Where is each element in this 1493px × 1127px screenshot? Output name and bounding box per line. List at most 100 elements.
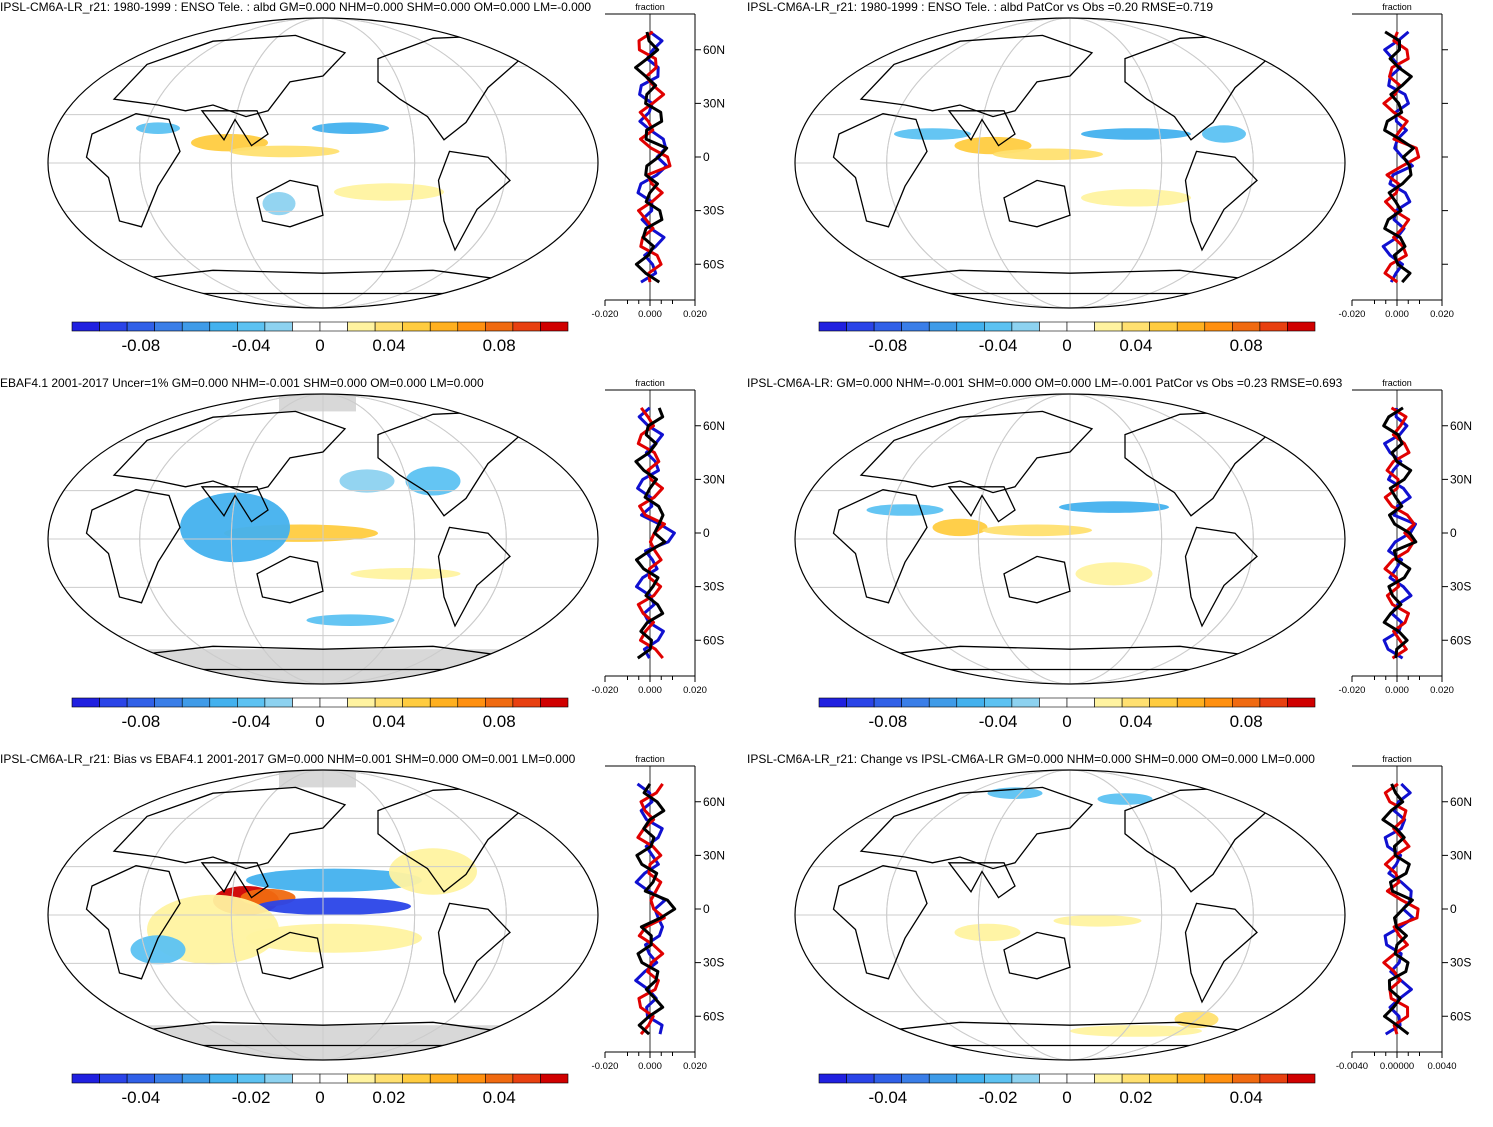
profile-series-line <box>1383 30 1415 284</box>
colorbar-swatch <box>1287 1073 1316 1084</box>
colorbar-label: 0.08 <box>483 336 516 355</box>
colorbar-swatch <box>1149 1073 1178 1084</box>
lat-label: 30S <box>703 580 724 594</box>
profile-tick-label: 0.020 <box>683 309 707 320</box>
colorbar-label: 0.02 <box>372 1088 405 1107</box>
colorbar-swatch <box>1149 697 1178 708</box>
coastline <box>437 150 511 252</box>
colorbar-swatch <box>429 1073 459 1084</box>
anomaly-region <box>894 128 971 140</box>
colorbar-swatch <box>292 697 321 708</box>
colorbar-swatch <box>237 321 266 332</box>
colorbar-swatch <box>154 1073 183 1084</box>
coastline <box>200 862 269 899</box>
colorbar-swatch <box>928 1073 958 1084</box>
colorbar-label: -0.04 <box>232 336 271 355</box>
lat-label: 60S <box>1450 633 1471 647</box>
graticule-lon <box>230 394 416 684</box>
colorbar-swatch <box>402 1073 431 1084</box>
panel-change: IPSL-CM6A-LR_r21: Change vs IPSL-CM6A-LR… <box>747 752 1493 1127</box>
profile-tick-label: 0.000 <box>638 309 662 320</box>
colorbar-swatch <box>984 697 1013 708</box>
graticule-lon <box>230 18 416 308</box>
colorbar-label: -0.08 <box>122 336 161 355</box>
map-border <box>47 769 599 1061</box>
colorbar-swatch <box>292 321 321 332</box>
coastline <box>859 410 1094 494</box>
profile-series-line <box>1381 30 1414 283</box>
colorbar-swatch <box>1011 697 1040 708</box>
colorbar-label: 0.02 <box>1119 1088 1152 1107</box>
colorbar-label: 0.04 <box>1119 712 1152 731</box>
anomaly-region <box>405 466 461 496</box>
colorbar-label: 0.04 <box>372 712 405 731</box>
lat-label: 30S <box>1450 580 1471 594</box>
colorbar-swatch <box>540 321 569 332</box>
colorbar-swatch <box>873 1073 902 1084</box>
coastline <box>134 645 523 671</box>
colorbar-swatch <box>347 321 376 332</box>
profile-tick-label: -0.020 <box>592 685 619 696</box>
colorbar-swatch <box>374 697 403 708</box>
colorbar-swatch <box>1094 321 1123 332</box>
colorbar-swatch <box>1204 1073 1233 1084</box>
panel-bias: IPSL-CM6A-LR_r21: Bias vs EBAF4.1 2001-2… <box>0 752 746 1127</box>
colorbar-swatch <box>1066 1073 1095 1084</box>
colorbar-swatch <box>347 697 376 708</box>
profile-tick-label: 0.000 <box>1385 685 1409 696</box>
colorbar-swatch <box>71 1073 100 1084</box>
colorbar-label: 0 <box>1062 336 1071 355</box>
panel-model-ref: IPSL-CM6A-LR: GM=0.000 NHM=-0.001 SHM=0.… <box>747 376 1493 751</box>
panel-model-enso: IPSL-CM6A-LR_r21: 1980-1999 : ENSO Tele.… <box>0 0 746 375</box>
colorbar-label: -0.08 <box>869 712 908 731</box>
lat-label: 30S <box>703 956 724 970</box>
colorbar-label: 0.04 <box>372 336 405 355</box>
profile-series-line <box>634 407 667 660</box>
coastline <box>85 113 181 228</box>
colorbar-swatch <box>1259 1073 1288 1084</box>
colorbar-label: -0.02 <box>232 1088 271 1107</box>
colorbar-swatch <box>1176 697 1206 708</box>
profile-series-line <box>1382 406 1418 659</box>
colorbar-swatch <box>402 321 431 332</box>
lat-label: 60S <box>703 257 724 271</box>
lat-label: 60N <box>703 419 725 433</box>
profile-series-line <box>635 783 677 1036</box>
colorbar-swatch <box>1121 321 1150 332</box>
profile-label: fraction <box>635 378 665 388</box>
coastline <box>1003 179 1071 228</box>
colorbar-swatch <box>457 697 486 708</box>
colorbar-swatch <box>264 321 293 332</box>
lat-label: 60S <box>703 633 724 647</box>
colorbar-swatch <box>956 1073 985 1084</box>
anomaly-region <box>130 935 186 965</box>
lat-label: 30N <box>703 848 725 862</box>
panel-title: IPSL-CM6A-LR_r21: 1980-1999 : ENSO Tele.… <box>0 0 592 14</box>
colorbar-swatch <box>374 1073 403 1084</box>
colorbar-swatch <box>264 1073 293 1084</box>
colorbar-swatch <box>901 1073 930 1084</box>
profile-label: fraction <box>1382 378 1412 388</box>
colorbar-swatch <box>319 1073 348 1084</box>
colorbar-swatch <box>1259 697 1288 708</box>
panel-svg: fraction 60N 30N 0 30S 60S -0.020 0.000 0.020 -0.… <box>794 378 1472 731</box>
profile-label: fraction <box>635 2 665 12</box>
colorbar-label: 0.08 <box>483 712 516 731</box>
graticule-lon <box>886 18 1254 308</box>
coastline <box>947 110 1016 147</box>
map-border <box>794 769 1346 1061</box>
colorbar-swatch <box>846 321 875 332</box>
anomaly-region <box>1202 125 1246 143</box>
colorbar-swatch <box>1232 1073 1261 1084</box>
anomaly-region <box>306 614 395 626</box>
colorbar-swatch <box>209 697 238 708</box>
coastline <box>85 489 181 604</box>
lat-label: 0 <box>1450 902 1457 916</box>
coastline <box>112 34 347 118</box>
anomaly-region <box>262 192 296 216</box>
colorbar-swatch <box>512 697 541 708</box>
coastline <box>200 486 269 523</box>
map-layer <box>48 18 598 308</box>
coastline <box>947 486 1016 523</box>
lat-label: 0 <box>703 902 710 916</box>
